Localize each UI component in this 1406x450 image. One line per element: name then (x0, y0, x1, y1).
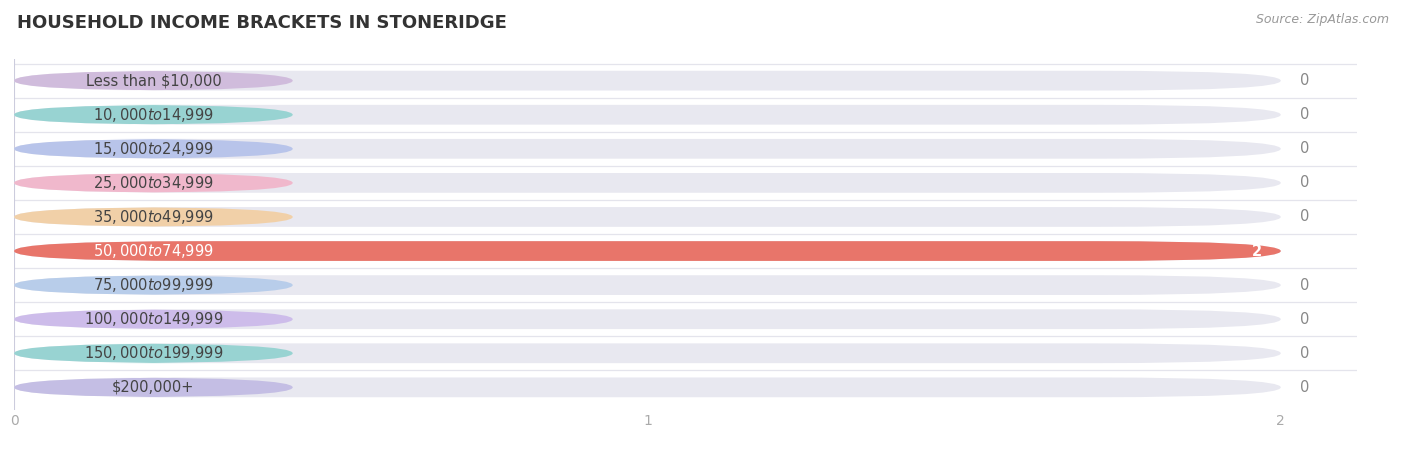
FancyBboxPatch shape (14, 378, 292, 397)
Text: $150,000 to $199,999: $150,000 to $199,999 (84, 344, 224, 362)
Text: 0: 0 (1299, 107, 1309, 122)
FancyBboxPatch shape (14, 139, 292, 159)
FancyBboxPatch shape (14, 343, 1281, 363)
Text: 0: 0 (1299, 209, 1309, 225)
Text: $200,000+: $200,000+ (112, 380, 194, 395)
Text: $75,000 to $99,999: $75,000 to $99,999 (93, 276, 214, 294)
Text: 0: 0 (1299, 73, 1309, 88)
FancyBboxPatch shape (14, 139, 1281, 159)
FancyBboxPatch shape (14, 207, 1281, 227)
Text: 2: 2 (1251, 243, 1261, 259)
FancyBboxPatch shape (14, 275, 292, 295)
Text: $100,000 to $149,999: $100,000 to $149,999 (84, 310, 224, 328)
Text: Less than $10,000: Less than $10,000 (86, 73, 221, 88)
Text: $15,000 to $24,999: $15,000 to $24,999 (93, 140, 214, 158)
Text: $10,000 to $14,999: $10,000 to $14,999 (93, 106, 214, 124)
Text: 0: 0 (1299, 380, 1309, 395)
FancyBboxPatch shape (14, 309, 292, 329)
Text: 0: 0 (1299, 278, 1309, 292)
FancyBboxPatch shape (14, 173, 1281, 193)
Text: 0: 0 (1299, 312, 1309, 327)
Text: $25,000 to $34,999: $25,000 to $34,999 (93, 174, 214, 192)
FancyBboxPatch shape (14, 105, 1281, 125)
FancyBboxPatch shape (14, 343, 292, 363)
Text: Source: ZipAtlas.com: Source: ZipAtlas.com (1256, 14, 1389, 27)
Text: $35,000 to $49,999: $35,000 to $49,999 (93, 208, 214, 226)
Text: 0: 0 (1299, 176, 1309, 190)
FancyBboxPatch shape (14, 207, 292, 227)
FancyBboxPatch shape (14, 173, 292, 193)
FancyBboxPatch shape (14, 309, 1281, 329)
Text: 0: 0 (1299, 141, 1309, 156)
FancyBboxPatch shape (14, 241, 1281, 261)
FancyBboxPatch shape (14, 71, 292, 90)
FancyBboxPatch shape (14, 105, 292, 125)
FancyBboxPatch shape (14, 275, 1281, 295)
FancyBboxPatch shape (14, 241, 1281, 261)
Text: HOUSEHOLD INCOME BRACKETS IN STONERIDGE: HOUSEHOLD INCOME BRACKETS IN STONERIDGE (17, 14, 506, 32)
FancyBboxPatch shape (14, 71, 1281, 90)
Text: 0: 0 (1299, 346, 1309, 361)
FancyBboxPatch shape (14, 378, 1281, 397)
Text: $50,000 to $74,999: $50,000 to $74,999 (93, 242, 214, 260)
